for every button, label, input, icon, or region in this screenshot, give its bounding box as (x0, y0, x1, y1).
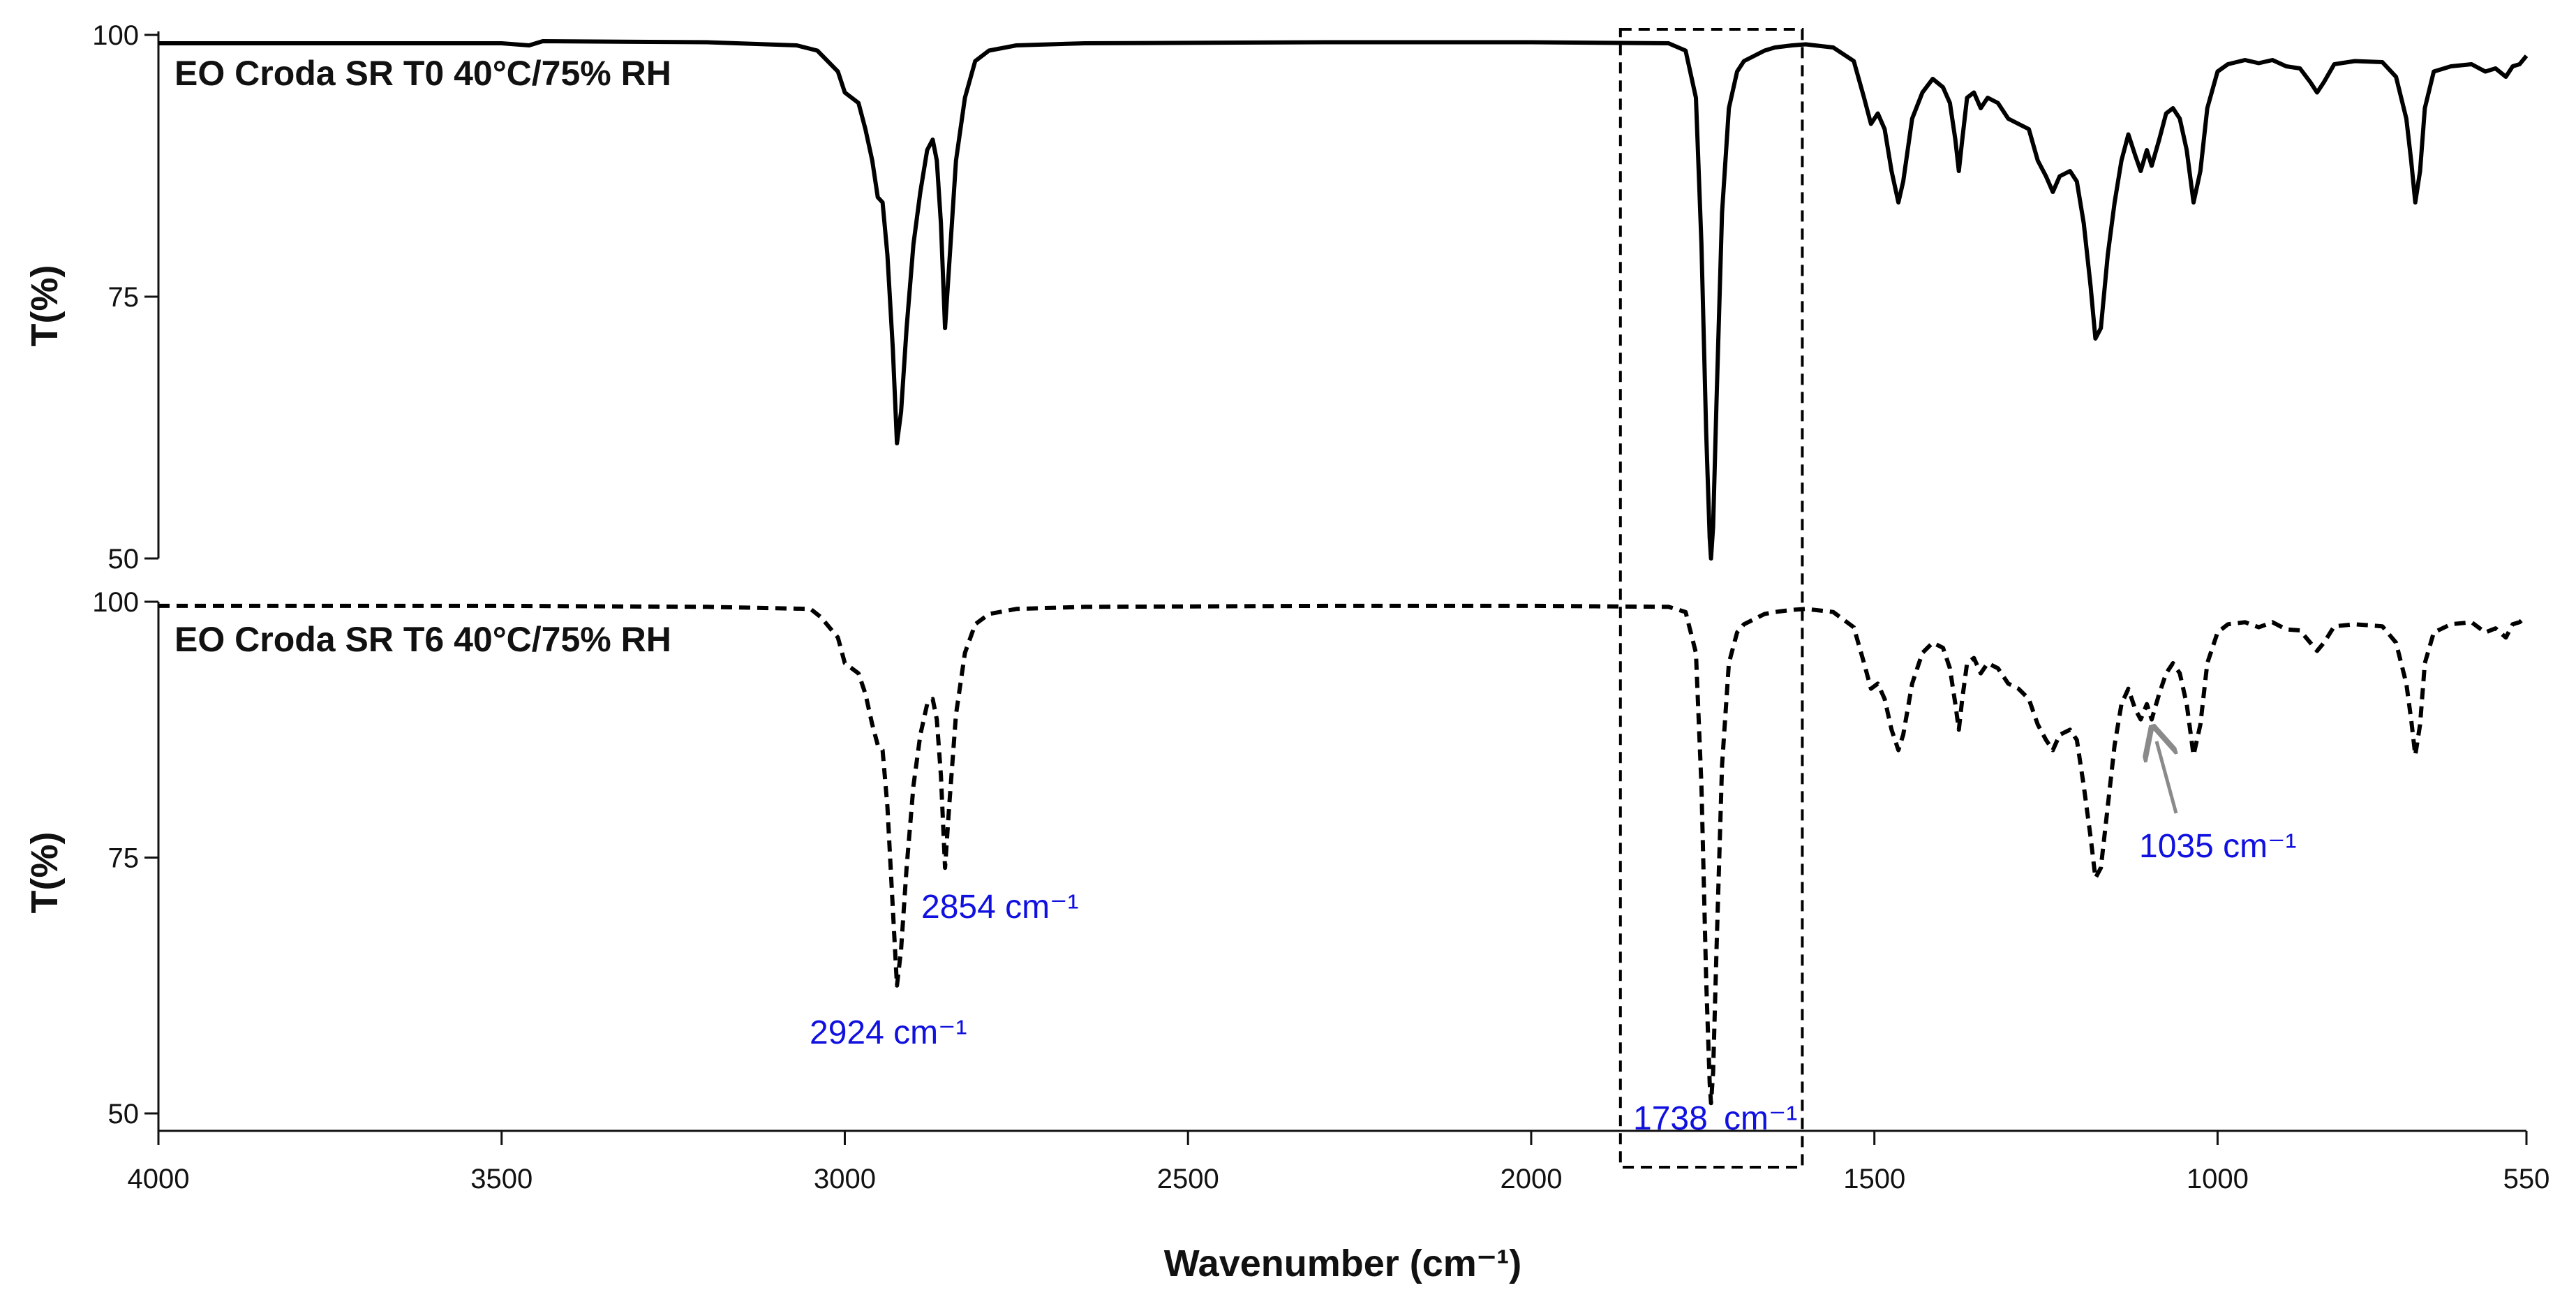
bottom-y-ticks: 100 75 50 (92, 587, 158, 1129)
x-tick-label-1000: 1000 (2187, 1164, 2249, 1194)
x-ticks: 4000 3500 3000 2500 2000 1500 1000 550 (128, 1131, 2550, 1194)
x-tick-label-1500: 1500 (1843, 1164, 1905, 1194)
top-y-axis-title: T(%) (24, 265, 66, 347)
peak-label-2924: 2924 cm⁻¹ (810, 1014, 967, 1051)
series-line-t6 (158, 603, 2529, 1106)
series-line-t0 (158, 39, 2529, 561)
x-tick-label-3000: 3000 (814, 1164, 876, 1194)
bottom-y-axis-title: T(%) (24, 832, 66, 914)
carbonyl-highlight-box (1618, 28, 1804, 1169)
x-tick-label-550: 550 (2503, 1164, 2550, 1194)
x-tick-label-2500: 2500 (1157, 1164, 1219, 1194)
top-y-tick-label-75: 75 (108, 282, 140, 313)
x-tick-label-3500: 3500 (470, 1164, 533, 1194)
peak-label-1738-unit: cm⁻¹ (1724, 1100, 1797, 1137)
top-y-tick-label-100: 100 (92, 20, 139, 51)
x-tick-label-2000: 2000 (1500, 1164, 1562, 1194)
top-y-ticks: 100 75 50 (92, 20, 158, 575)
bottom-y-tick-label-50: 50 (108, 1099, 140, 1129)
x-tick-label-4000: 4000 (128, 1164, 190, 1194)
peak-arrow-1035 (2157, 741, 2176, 814)
peak-label-1035: 1035 cm⁻¹ (2139, 828, 2296, 865)
x-axis-title: Wavenumber (cm⁻¹) (1164, 1243, 1522, 1284)
bottom-y-tick-label-100: 100 (92, 587, 139, 618)
bottom-y-tick-label-75: 75 (108, 843, 140, 874)
peak-label-2854: 2854 cm⁻¹ (921, 889, 1078, 926)
panel-label-t0: EO Croda SR T0 40°C/75% RH (174, 54, 671, 93)
top-y-tick-label-50: 50 (108, 544, 140, 575)
peak-label-1738-value: 1738 (1633, 1100, 1708, 1137)
panel-label-t6: EO Croda SR T6 40°C/75% RH (174, 620, 671, 659)
